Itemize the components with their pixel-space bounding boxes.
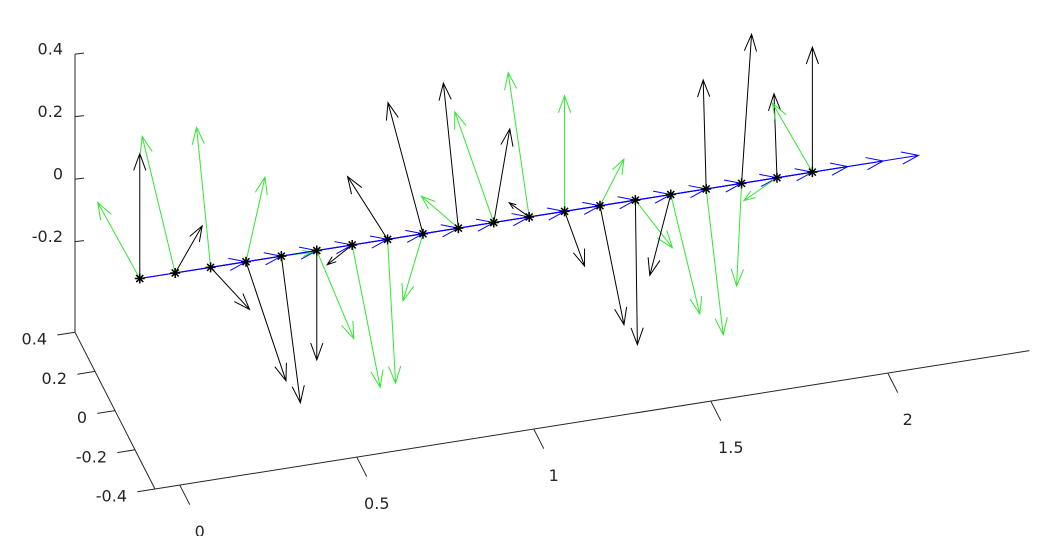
binormal-arrow	[316, 250, 355, 341]
x-tick-label: 2	[903, 410, 913, 429]
x-tick-label: 0.5	[364, 494, 389, 513]
normal-arrow	[741, 32, 758, 184]
binormal-arrow	[557, 94, 572, 212]
normal-arrow	[385, 101, 424, 234]
x-tick-label: 0	[195, 522, 205, 536]
x-tick-label: 1	[549, 466, 559, 485]
point-marker	[594, 200, 605, 211]
binormal-arrow	[191, 125, 212, 268]
normal-arrow	[280, 256, 305, 405]
normal-arrow	[174, 224, 203, 274]
binormal-arrow	[387, 239, 402, 385]
point-marker	[630, 195, 641, 206]
x-tick	[356, 456, 368, 477]
point-marker	[736, 178, 747, 189]
normal-arrow	[245, 261, 287, 383]
binormal-arrow	[742, 177, 778, 202]
binormal-arrow	[139, 134, 176, 274]
y-tick	[137, 488, 156, 493]
binormal-arrow	[245, 175, 268, 262]
y-tick	[57, 331, 76, 336]
z-tick	[74, 52, 85, 55]
normal-arrow	[630, 200, 644, 347]
normal-arrow	[697, 78, 711, 189]
point-marker	[665, 189, 676, 200]
point-marker	[276, 251, 287, 262]
y-tick-label: 0.4	[22, 330, 47, 349]
binormal-arrow	[401, 233, 424, 303]
normal-arrow	[210, 267, 251, 311]
binormal-arrow	[730, 183, 744, 288]
x-tick	[710, 400, 722, 421]
point-marker	[134, 273, 145, 284]
z-tick-label: 0	[53, 165, 63, 184]
y-tick-label: 0	[77, 408, 87, 427]
point-marker	[170, 267, 181, 278]
point-marker	[488, 217, 499, 228]
binormal-arrow	[420, 195, 459, 229]
y-tick	[97, 410, 116, 414]
y-tick	[77, 370, 96, 375]
normal-arrow	[133, 152, 147, 279]
binormal-arrow	[599, 157, 625, 206]
z-tick-label: 0.2	[38, 102, 63, 121]
point-marker	[559, 206, 570, 217]
point-marker	[311, 245, 322, 256]
normal-arrow	[326, 244, 353, 266]
binormal-arrow	[97, 201, 141, 279]
point-marker	[382, 234, 393, 245]
point-marker	[240, 256, 251, 267]
point-marker	[524, 211, 535, 222]
y-tick	[117, 449, 136, 454]
binormal-arrow	[351, 244, 384, 389]
binormal-arrow	[504, 71, 530, 218]
x-tick	[887, 372, 899, 393]
binormal-arrow	[634, 199, 674, 249]
x-tick-label: 1.5	[718, 438, 743, 457]
point-marker	[771, 172, 782, 183]
normal-arrow	[493, 127, 514, 223]
z-tick	[74, 177, 85, 180]
x-tick	[533, 428, 545, 449]
y-tick-label: -0.2	[76, 447, 107, 466]
binormal-arrow	[670, 194, 703, 316]
z-tick-label: 0.4	[38, 40, 63, 59]
tangent-arrow	[812, 151, 921, 173]
binormal-arrow	[771, 101, 813, 173]
z-tick	[74, 240, 85, 243]
normal-arrow	[647, 194, 672, 277]
point-marker	[205, 262, 216, 273]
x-tick	[179, 484, 191, 505]
binormal-arrow	[705, 188, 728, 337]
z-tick	[74, 115, 85, 118]
y-tick-label: -0.4	[96, 487, 127, 506]
binormal-arrow	[454, 110, 495, 223]
normal-arrow	[310, 250, 324, 362]
point-marker	[807, 167, 818, 178]
point-marker	[453, 223, 464, 234]
normal-arrow	[599, 205, 628, 327]
point-marker	[347, 239, 358, 250]
normal-arrow	[438, 81, 459, 229]
point-marker	[701, 183, 712, 194]
normal-arrow	[346, 175, 389, 240]
normal-arrow	[805, 45, 819, 173]
x-axis	[154, 350, 1030, 490]
point-marker	[417, 228, 428, 239]
y-tick-label: 0.2	[42, 369, 67, 388]
normal-arrow	[564, 211, 586, 268]
z-tick-label: -0.2	[32, 227, 63, 246]
